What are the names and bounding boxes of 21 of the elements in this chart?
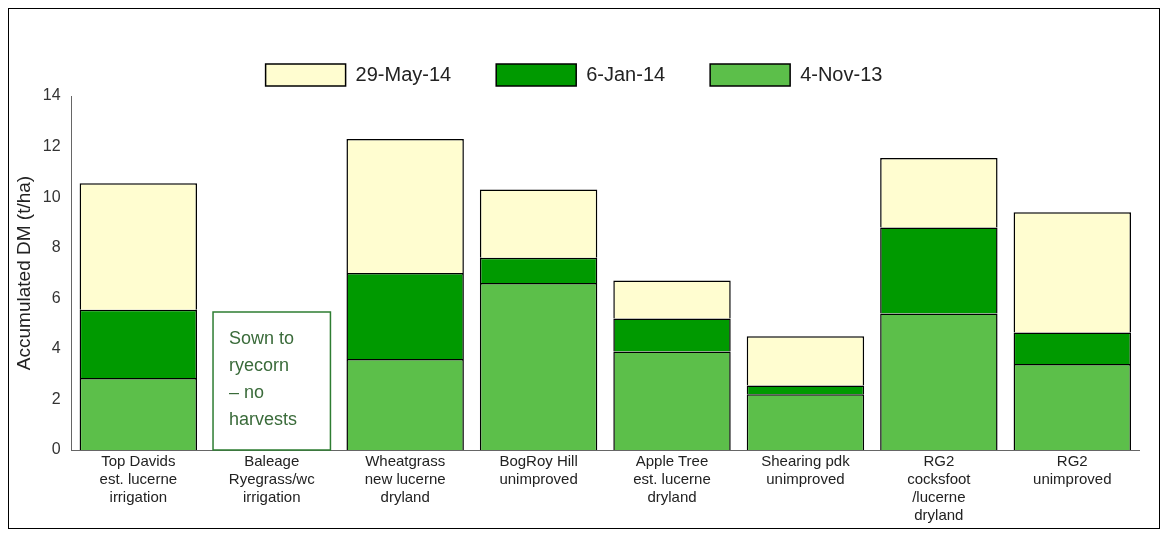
x-tick-label: RG2 cocksfoot /lucerne dryland: [907, 452, 972, 524]
legend-label: 4-Nov-13: [800, 62, 883, 85]
y-tick-label: 14: [42, 86, 61, 104]
y-tick-label: 0: [51, 440, 61, 458]
y-tick-label: 12: [42, 136, 61, 154]
y-tick-label: 2: [51, 389, 61, 407]
x-tick-label: Baleage Ryegrass/wc irrigation: [228, 452, 316, 506]
y-tick-label: 8: [51, 238, 61, 256]
x-tick-label: Apple Tree est. lucerne dryland: [633, 452, 711, 506]
y-tick-label: 10: [42, 187, 61, 205]
x-tick-label: BogRoy Hill unimproved: [499, 452, 578, 488]
y-tick-label: 6: [51, 288, 61, 306]
x-tick-label: Shearing pdk unimproved: [761, 452, 851, 488]
x-tick-label: Wheatgrass new lucerne dryland: [364, 452, 446, 506]
annotation: Sown to ryecorn – no harvests: [229, 327, 298, 429]
y-tick-label: 4: [51, 339, 61, 357]
y-axis-title: Accumulated DM (t/ha): [12, 175, 34, 371]
x-tick-label: Top Davids est. lucerne irrigation: [99, 452, 178, 506]
legend-label: 6-Jan-14: [586, 62, 666, 85]
legend-label: 29-May-14: [355, 62, 452, 85]
x-tick-label: RG2 unimproved: [1033, 452, 1112, 488]
